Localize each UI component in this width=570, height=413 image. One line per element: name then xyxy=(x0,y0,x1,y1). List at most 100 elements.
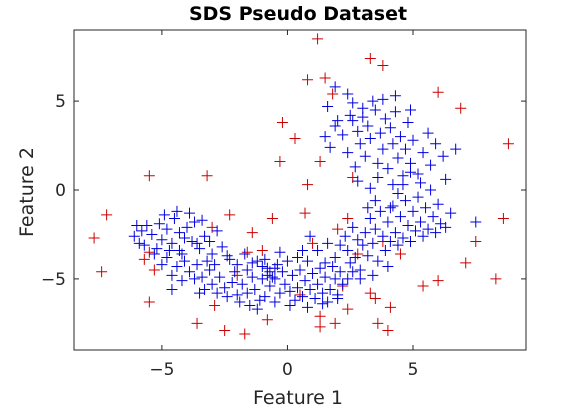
data-point xyxy=(387,138,399,150)
data-point xyxy=(364,132,376,144)
data-point xyxy=(312,244,324,256)
outlier-point xyxy=(201,170,213,182)
data-point xyxy=(161,223,173,235)
outlier-point xyxy=(312,33,324,45)
data-point xyxy=(204,264,216,276)
data-point xyxy=(246,271,258,283)
data-point xyxy=(445,207,457,219)
data-point xyxy=(362,120,374,132)
outlier-point xyxy=(148,264,160,276)
data-point xyxy=(425,184,437,196)
data-point xyxy=(427,211,439,223)
outlier-point xyxy=(364,287,376,299)
data-point xyxy=(344,109,356,121)
outlier-point xyxy=(470,236,482,248)
outlier-point xyxy=(143,170,155,182)
data-point xyxy=(367,95,379,107)
y-tick-label: −5 xyxy=(41,270,66,290)
outlier-point xyxy=(327,88,339,100)
data-point xyxy=(166,284,178,296)
y-axis-label: Feature 2 xyxy=(16,147,38,237)
data-point xyxy=(402,220,414,232)
outlier-point xyxy=(219,324,231,336)
data-point xyxy=(244,300,256,312)
data-point xyxy=(206,248,218,260)
data-point xyxy=(136,225,148,237)
data-point xyxy=(209,259,221,271)
data-point xyxy=(394,131,406,143)
outlier-point xyxy=(314,321,326,333)
x-tick-label: 0 xyxy=(282,360,293,380)
data-point xyxy=(204,236,216,248)
data-point xyxy=(158,209,170,221)
data-point xyxy=(189,216,201,228)
data-point xyxy=(410,225,422,237)
data-point xyxy=(274,287,286,299)
outlier-point xyxy=(329,317,341,329)
outlier-point xyxy=(224,209,236,221)
data-point xyxy=(256,260,268,272)
data-point xyxy=(201,255,213,267)
data-point xyxy=(329,81,341,93)
data-point xyxy=(352,125,364,137)
data-point xyxy=(342,244,354,256)
data-point xyxy=(284,285,296,297)
data-point xyxy=(347,97,359,109)
data-point xyxy=(389,90,401,102)
data-point xyxy=(196,271,208,283)
data-point xyxy=(221,250,233,262)
outlier-point xyxy=(299,207,311,219)
data-point xyxy=(332,115,344,127)
data-point xyxy=(399,195,411,207)
data-point xyxy=(422,127,434,139)
data-point xyxy=(297,244,309,256)
data-point xyxy=(407,134,419,146)
data-point xyxy=(219,282,231,294)
outlier-point xyxy=(432,86,444,98)
data-point xyxy=(329,120,341,132)
outlier-point xyxy=(364,52,376,64)
outlier-point xyxy=(502,138,514,150)
data-point xyxy=(329,273,341,285)
data-point xyxy=(289,294,301,306)
outlier-point xyxy=(302,179,314,191)
data-point xyxy=(246,257,258,269)
data-point xyxy=(269,273,281,285)
data-point xyxy=(437,150,449,162)
data-point xyxy=(166,269,178,281)
data-point xyxy=(334,239,346,251)
data-point xyxy=(324,141,336,153)
data-point xyxy=(291,252,303,264)
data-point xyxy=(420,202,432,214)
outlier-point xyxy=(191,317,203,329)
outlier-point xyxy=(302,74,314,86)
data-point xyxy=(269,262,281,274)
data-point xyxy=(382,216,394,228)
outlier-point xyxy=(239,328,251,340)
data-point xyxy=(432,198,444,210)
data-point xyxy=(399,143,411,155)
data-point xyxy=(299,275,311,287)
data-point xyxy=(397,170,409,182)
data-point xyxy=(239,248,251,260)
data-point xyxy=(163,244,175,256)
data-point xyxy=(196,214,208,226)
data-point xyxy=(417,147,429,159)
outlier-point xyxy=(490,273,502,285)
data-point xyxy=(322,100,334,112)
data-point xyxy=(241,264,253,276)
data-point xyxy=(189,273,201,285)
data-point xyxy=(359,150,371,162)
data-point xyxy=(392,239,404,251)
data-point xyxy=(342,88,354,100)
data-point xyxy=(133,237,145,249)
y-tick-label: 5 xyxy=(55,92,66,112)
data-point xyxy=(354,138,366,150)
data-point xyxy=(173,227,185,239)
outlier-point xyxy=(246,227,258,239)
plot-area xyxy=(88,33,514,340)
data-point xyxy=(156,234,168,246)
data-point xyxy=(362,202,374,214)
outlier-point xyxy=(274,156,286,168)
data-point xyxy=(382,163,394,175)
